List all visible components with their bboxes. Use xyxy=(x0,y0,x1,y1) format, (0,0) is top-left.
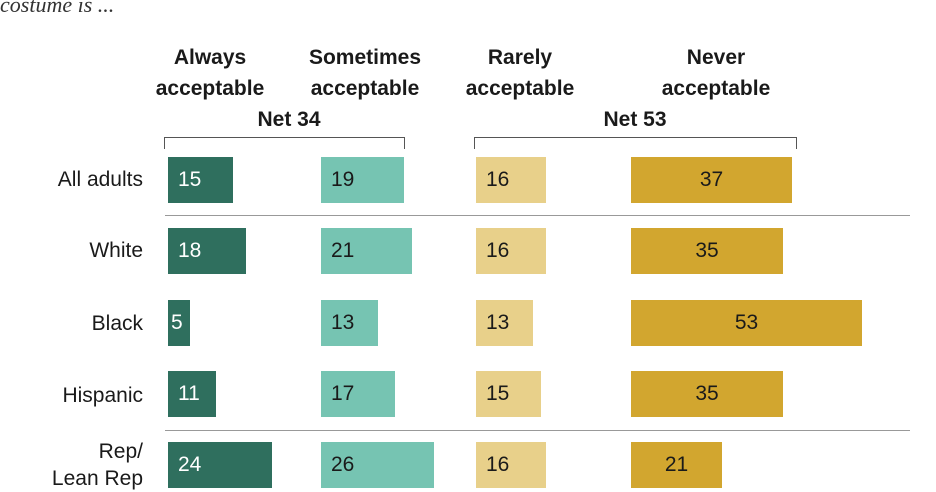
bar-sometimes: 21 xyxy=(321,228,412,274)
header-never-line1: Never xyxy=(686,46,746,69)
row-label-black-text: Black xyxy=(91,312,143,335)
bar-rarely: 16 xyxy=(476,157,546,203)
row-label-hispanic: Hispanic xyxy=(62,382,143,409)
row-label-rep-lean-rep: Rep/ Lean Rep xyxy=(52,438,143,492)
bar-value-label: 13 xyxy=(486,311,510,334)
bar-sometimes: 26 xyxy=(321,442,434,488)
row-divider xyxy=(165,215,910,216)
header-always: Always acceptable xyxy=(130,42,290,104)
bar-rarely: 15 xyxy=(476,371,541,417)
bar-never: 37 xyxy=(631,157,792,203)
bar-value-label: 15 xyxy=(486,382,510,405)
header-always-line1: Always xyxy=(173,46,247,69)
chart-subtitle: costume is ... xyxy=(0,0,115,17)
header-rarely-line2: acceptable xyxy=(465,77,575,100)
bar-value-label: 16 xyxy=(486,239,510,262)
bar-always: 18 xyxy=(168,228,246,274)
bar-value-label: 15 xyxy=(178,168,202,191)
bar-value-label: 13 xyxy=(331,311,355,334)
header-rarely: Rarely acceptable xyxy=(440,42,600,104)
bar-never: 21 xyxy=(631,442,722,488)
header-sometimes: Sometimes acceptable xyxy=(285,42,445,104)
bar-value-label: 19 xyxy=(331,168,355,191)
bar-value-label: 17 xyxy=(331,382,355,405)
bar-never: 53 xyxy=(631,300,862,346)
bar-always: 5 xyxy=(168,300,190,346)
bar-sometimes: 17 xyxy=(321,371,395,417)
net-bracket-unacceptable xyxy=(474,137,797,149)
row-label-white-text: White xyxy=(89,239,143,262)
bar-value-label: 16 xyxy=(486,453,510,476)
bar-value-label: 35 xyxy=(695,382,719,405)
bar-value-label: 21 xyxy=(664,453,689,476)
row-label-rep-line1: Rep/ xyxy=(98,440,143,463)
bar-value-label: 35 xyxy=(695,239,719,262)
row-label-hispanic-text: Hispanic xyxy=(62,384,143,407)
header-never-line2: acceptable xyxy=(661,77,771,100)
bar-value-label: 53 xyxy=(734,311,759,334)
header-sometimes-line2: acceptable xyxy=(310,77,420,100)
row-label-rep-line2: Lean Rep xyxy=(51,467,143,490)
bar-rarely: 16 xyxy=(476,442,546,488)
bar-value-label: 26 xyxy=(331,453,355,476)
bar-value-label: 18 xyxy=(178,239,202,262)
header-rarely-line1: Rarely xyxy=(487,46,553,69)
net-bracket-acceptable xyxy=(164,137,405,149)
row-label-all-adults: All adults xyxy=(58,166,143,193)
bar-value-label: 5 xyxy=(171,311,183,334)
row-divider xyxy=(165,430,910,431)
bar-always: 24 xyxy=(168,442,272,488)
row-label-black: Black xyxy=(92,310,143,337)
bar-value-label: 16 xyxy=(486,168,510,191)
net-label-unacceptable: Net 53 xyxy=(603,108,667,131)
bar-never: 35 xyxy=(631,371,783,417)
header-always-line2: acceptable xyxy=(155,77,265,100)
bar-always: 11 xyxy=(168,371,216,417)
bar-never: 35 xyxy=(631,228,783,274)
bar-rarely: 16 xyxy=(476,228,546,274)
net-label-acceptable: Net 34 xyxy=(257,108,321,131)
bar-value-label: 21 xyxy=(331,239,355,262)
bar-value-label: 37 xyxy=(699,168,724,191)
bar-sometimes: 13 xyxy=(321,300,378,346)
bar-value-label: 11 xyxy=(178,382,200,405)
bar-sometimes: 19 xyxy=(321,157,404,203)
header-sometimes-line1: Sometimes xyxy=(308,46,422,69)
row-label-all-adults-text: All adults xyxy=(57,168,143,191)
header-never: Never acceptable xyxy=(636,42,796,104)
bar-value-label: 24 xyxy=(178,453,202,476)
row-label-white: White xyxy=(89,237,143,264)
bar-rarely: 13 xyxy=(476,300,533,346)
bar-always: 15 xyxy=(168,157,233,203)
